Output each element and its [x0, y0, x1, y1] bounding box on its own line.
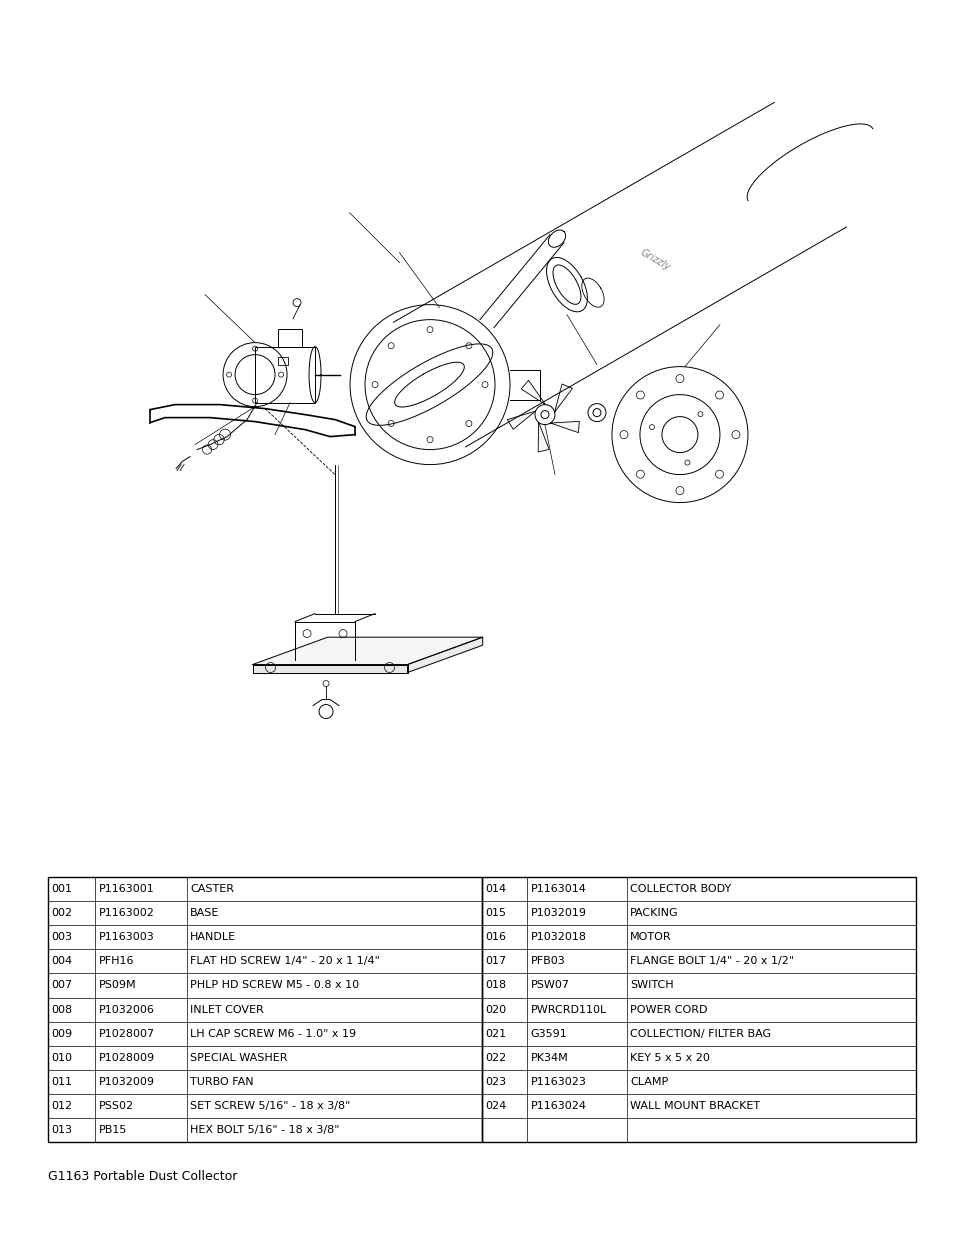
Text: 001: 001 [51, 884, 72, 894]
Text: 011: 011 [51, 1077, 72, 1087]
Text: 008: 008 [51, 1004, 72, 1015]
Text: P1032019: P1032019 [530, 908, 586, 918]
Text: PHLP HD SCREW M5 - 0.8 x 10: PHLP HD SCREW M5 - 0.8 x 10 [190, 981, 359, 990]
Text: 021: 021 [485, 1029, 506, 1039]
Text: 014: 014 [485, 884, 506, 894]
Text: P1163014: P1163014 [530, 884, 586, 894]
Text: P1028007: P1028007 [99, 1029, 155, 1039]
Text: PFH16: PFH16 [99, 956, 134, 966]
Polygon shape [554, 384, 572, 412]
Text: 003: 003 [51, 932, 72, 942]
Text: FLAT HD SCREW 1/4" - 20 x 1 1/4": FLAT HD SCREW 1/4" - 20 x 1 1/4" [190, 956, 379, 966]
Text: P1032018: P1032018 [530, 932, 586, 942]
Text: P1028009: P1028009 [99, 1053, 155, 1063]
Text: PACKING: PACKING [630, 908, 679, 918]
Polygon shape [507, 411, 535, 430]
Text: G3591: G3591 [530, 1029, 566, 1039]
Text: PWRCRD110L: PWRCRD110L [530, 1004, 606, 1015]
Text: HANDLE: HANDLE [190, 932, 236, 942]
Text: 020: 020 [485, 1004, 506, 1015]
Text: P1032006: P1032006 [99, 1004, 154, 1015]
Text: FLANGE BOLT 1/4" - 20 x 1/2": FLANGE BOLT 1/4" - 20 x 1/2" [630, 956, 794, 966]
Text: 023: 023 [485, 1077, 506, 1087]
Bar [481, 877, 915, 1142]
Text: Grizzly: Grizzly [638, 247, 671, 272]
Text: WALL MOUNT BRACKET: WALL MOUNT BRACKET [630, 1102, 760, 1112]
Text: SPECIAL WASHER: SPECIAL WASHER [190, 1053, 287, 1063]
Text: 022: 022 [485, 1053, 506, 1063]
Text: P1163002: P1163002 [99, 908, 154, 918]
Text: P1163023: P1163023 [530, 1077, 586, 1087]
Text: INLET COVER: INLET COVER [190, 1004, 264, 1015]
Text: SET SCREW 5/16" - 18 x 3/8": SET SCREW 5/16" - 18 x 3/8" [190, 1102, 350, 1112]
Text: LH CAP SCREW M6 - 1.0" x 19: LH CAP SCREW M6 - 1.0" x 19 [190, 1029, 355, 1039]
Text: HEX BOLT 5/16" - 18 x 3/8": HEX BOLT 5/16" - 18 x 3/8" [190, 1125, 339, 1135]
Polygon shape [253, 637, 482, 664]
Text: MOTOR: MOTOR [630, 932, 671, 942]
Text: P1032009: P1032009 [99, 1077, 154, 1087]
Text: COLLECTION/ FILTER BAG: COLLECTION/ FILTER BAG [630, 1029, 771, 1039]
Text: 017: 017 [485, 956, 506, 966]
Text: POWER CORD: POWER CORD [630, 1004, 707, 1015]
Polygon shape [407, 637, 482, 673]
Polygon shape [550, 421, 578, 432]
Text: PSS02: PSS02 [99, 1102, 134, 1112]
Text: 002: 002 [51, 908, 72, 918]
Text: 016: 016 [485, 932, 506, 942]
Text: PFB03: PFB03 [530, 956, 564, 966]
Text: P1163001: P1163001 [99, 884, 154, 894]
Text: BASE: BASE [190, 908, 219, 918]
Text: COLLECTOR BODY: COLLECTOR BODY [630, 884, 731, 894]
Text: 010: 010 [51, 1053, 72, 1063]
Bar [48, 877, 481, 1142]
Text: P1163024: P1163024 [530, 1102, 586, 1112]
Text: 004: 004 [51, 956, 72, 966]
Text: G1163 Portable Dust Collector: G1163 Portable Dust Collector [48, 1170, 237, 1183]
Text: 012: 012 [51, 1102, 72, 1112]
Text: PB15: PB15 [99, 1125, 127, 1135]
Text: P1163003: P1163003 [99, 932, 154, 942]
Text: TURBO FAN: TURBO FAN [190, 1077, 253, 1087]
Text: 007: 007 [51, 981, 72, 990]
Bar [277, 329, 302, 347]
Text: KEY 5 x 5 x 20: KEY 5 x 5 x 20 [630, 1053, 709, 1063]
Text: SWITCH: SWITCH [630, 981, 673, 990]
Text: PS09M: PS09M [99, 981, 136, 990]
Text: 015: 015 [485, 908, 506, 918]
Text: CASTER: CASTER [190, 884, 233, 894]
Text: 013: 013 [51, 1125, 72, 1135]
Text: 018: 018 [485, 981, 506, 990]
Text: PK34M: PK34M [530, 1053, 568, 1063]
Polygon shape [253, 664, 407, 673]
Text: PSW07: PSW07 [530, 981, 569, 990]
Bar [277, 357, 288, 364]
Text: CLAMP: CLAMP [630, 1077, 668, 1087]
Polygon shape [537, 422, 549, 452]
Polygon shape [520, 380, 545, 405]
Text: 024: 024 [485, 1102, 506, 1112]
Text: 009: 009 [51, 1029, 72, 1039]
